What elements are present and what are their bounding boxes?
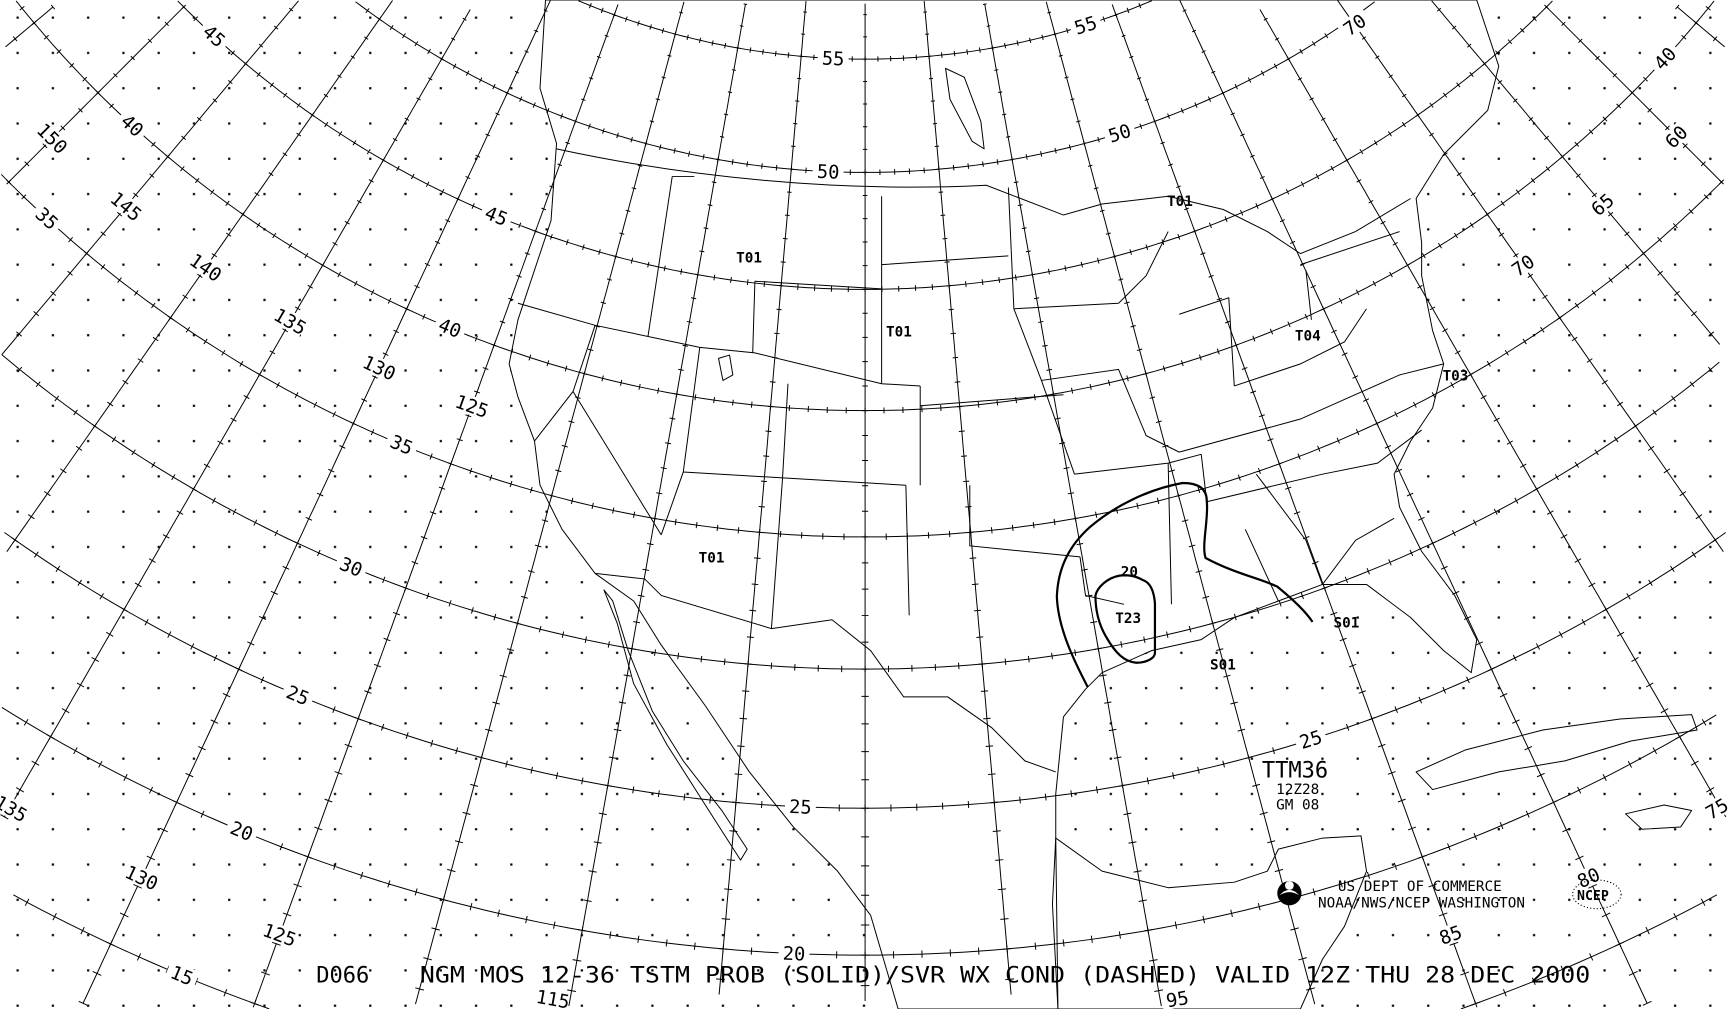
product-code: D066 — [316, 964, 369, 989]
cuba — [1415, 714, 1698, 791]
graticule-label-bg — [114, 107, 151, 143]
agency-line-1: US DEPT OF COMMERCE — [1338, 879, 1502, 895]
state-lines-central — [1007, 187, 1208, 605]
graticule-label-bg — [123, 862, 160, 893]
hispaniola — [1625, 804, 1693, 830]
meridian-line-135 — [0, 9, 471, 820]
meridian-line-95 — [982, 3, 1164, 1007]
graticule-label-bg — [164, 960, 200, 990]
graticule-label-bg — [817, 47, 849, 68]
label-t01-south-dakota: T01 — [886, 324, 912, 340]
meridian-line-85 — [1111, 4, 1481, 1006]
label-t23: T23 — [1115, 611, 1141, 627]
graticule-label-bg — [536, 986, 570, 1009]
graticule-label-bg — [1584, 187, 1621, 222]
graticule-label-bg — [187, 250, 224, 284]
graticule-label-bg — [224, 815, 260, 846]
graticule-label: 95 — [1165, 988, 1191, 1009]
political-borders — [517, 148, 1444, 773]
meridian-line-65 — [1431, 0, 1721, 345]
map-title-bar: D066 NGM MOS 12-36 TSTM PROB (SOLID)/SVR… — [316, 964, 1590, 989]
graticule-label-bg — [1160, 986, 1195, 1009]
meridian-line-120 — [414, 1, 685, 1005]
meridian-line-145 — [1, 0, 299, 355]
graticule-label-bg — [1336, 7, 1373, 41]
graticule-label-bg — [1658, 118, 1694, 155]
label-t01-arizona: T01 — [699, 550, 725, 566]
graticule-label-bg — [1647, 40, 1682, 76]
meridian-line-150 — [6, 4, 186, 185]
graticule-label-bg — [34, 120, 71, 156]
agency-line-2: NOAA/NWS/NCEP WASHINGTON — [1318, 896, 1525, 912]
graticule-label-bg — [1432, 920, 1469, 949]
graticule-label-bg — [1698, 792, 1728, 825]
graticule-label-bg — [108, 188, 145, 224]
meridian-line-75 — [1259, 9, 1727, 818]
graticule-label-bg — [432, 312, 469, 343]
graticule-label-bg — [812, 160, 845, 182]
graticule-label-bg — [384, 429, 420, 459]
graticule-label-bg — [778, 942, 810, 964]
lake-winnipeg — [945, 67, 985, 150]
meridian-line-100 — [923, 1, 1015, 995]
graticule-label-bg — [1067, 11, 1103, 39]
meridian-line-155 — [5, 4, 56, 48]
graticule-label-bg — [1504, 248, 1541, 282]
graticule-label: 25 — [789, 797, 812, 819]
map-title: NGM MOS 12-36 TSTM PROB (SOLID)/SVR WX C… — [420, 964, 1590, 989]
graticule-label-bg — [361, 352, 398, 383]
meridian-line-55 — [1675, 4, 1726, 48]
graticule-label-bg — [262, 920, 298, 949]
ncep-logo-icon: NCEP — [1572, 879, 1622, 910]
noaa-logo-icon — [1277, 881, 1302, 906]
great-salt-lake — [718, 354, 734, 381]
label-t04: T04 — [1295, 329, 1321, 345]
graticule-label-bg — [454, 391, 490, 420]
graticule-label-bg — [333, 551, 370, 581]
yucatan-peninsula — [1055, 835, 1368, 1009]
meridian-line-110 — [716, 1, 807, 995]
ncep-logo-text: NCEP — [1577, 889, 1609, 904]
state-lines-west — [517, 175, 1081, 629]
graticule-label-bg — [29, 200, 66, 236]
graticule-label: 50 — [816, 162, 839, 184]
meridian-line-105 — [860, 3, 870, 1001]
chart-id: TTM36 — [1262, 758, 1328, 783]
label-s01-florida: S01 — [1333, 615, 1359, 631]
label-contour-20: 20 — [1121, 565, 1138, 581]
meridian-line-125 — [249, 4, 619, 1006]
meridian-line-60 — [1544, 4, 1725, 185]
thunderstorm-probability-contours — [1055, 481, 1314, 688]
label-t03: T03 — [1443, 368, 1469, 384]
label-t01-lake-superior: T01 — [1167, 194, 1193, 210]
label-s01-gulf: S01 — [1210, 657, 1236, 673]
meridian-line-130 — [78, 0, 551, 1006]
state-lines-east — [1179, 231, 1444, 602]
field-value-labels: T01 T01 T01 T01 T04 T03 T23 20 S01 S01 — [699, 194, 1469, 673]
contour-2-percent — [1055, 481, 1314, 688]
chart-info-block: TTM36 12Z28 GM 08 US DEPT OF COMMERCE NO… — [1262, 758, 1622, 912]
graticule-label: 20 — [782, 944, 805, 966]
label-t01-montana: T01 — [736, 250, 762, 266]
graticule-label-bg — [280, 680, 316, 710]
graticule-label-bg — [272, 305, 309, 337]
us-mexico-border — [595, 572, 1056, 773]
us-canada-border — [556, 148, 1411, 255]
meridian-line-115 — [567, 3, 748, 1007]
graticule-label-bg — [196, 18, 233, 53]
graticule-label-bg — [1293, 725, 1329, 753]
graticule-label-bg — [0, 792, 30, 825]
graticule-label-bg — [784, 796, 817, 817]
contour-20-percent — [1094, 574, 1157, 664]
graticule-label-bg — [1101, 119, 1138, 147]
graticule-label-bg — [478, 200, 515, 230]
graticule-label: 55 — [821, 49, 844, 71]
run-info: GM 08 — [1276, 797, 1319, 813]
run-time: 12Z28 — [1276, 782, 1319, 798]
graticule-label: 115 — [534, 987, 571, 1009]
